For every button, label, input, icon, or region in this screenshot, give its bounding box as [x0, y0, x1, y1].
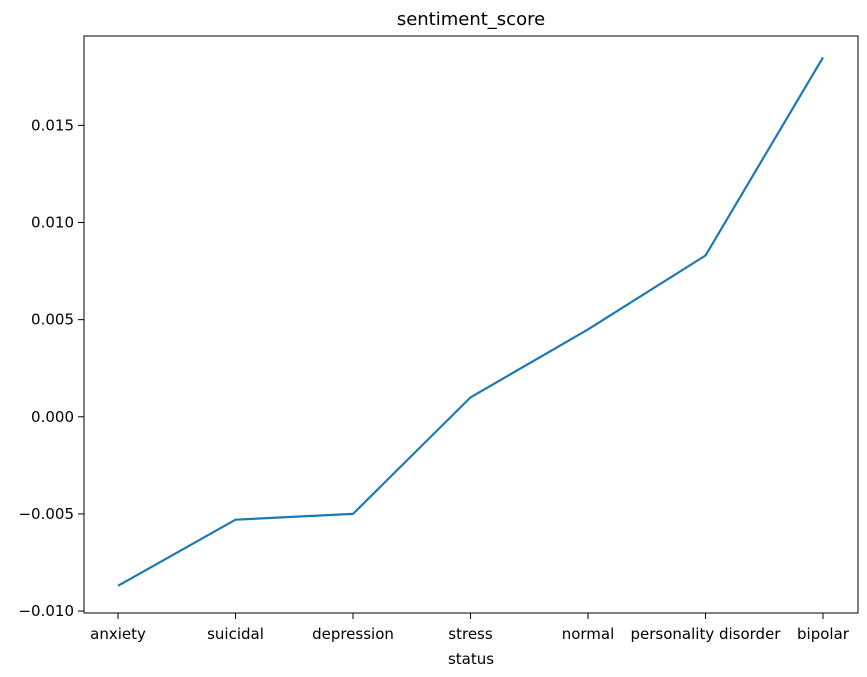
x-tick-label: bipolar — [797, 625, 850, 643]
y-tick-label: 0.005 — [31, 311, 74, 329]
x-tick-label: personality disorder — [631, 625, 782, 643]
x-axis-ticks: anxiety suicidal depression stress normal per… — [90, 613, 850, 643]
x-tick-label: stress — [448, 625, 493, 643]
chart-title: sentiment_score — [397, 9, 545, 30]
y-tick-label: 0.010 — [31, 214, 74, 232]
y-tick-label: −0.005 — [18, 505, 74, 523]
x-axis-label: status — [448, 650, 494, 668]
y-tick-label: 0.015 — [31, 116, 74, 134]
y-tick-label: −0.010 — [18, 602, 74, 620]
plot-area — [117, 56, 824, 587]
y-axis-ticks: −0.010 −0.005 0.000 0.005 0.010 0.015 — [18, 116, 84, 620]
x-tick-label: anxiety — [90, 625, 146, 643]
y-tick-label: 0.000 — [31, 408, 74, 426]
x-tick-label: suicidal — [207, 625, 264, 643]
x-tick-label: depression — [312, 625, 394, 643]
axes-frame — [83, 35, 859, 614]
x-tick-label: normal — [562, 625, 615, 643]
